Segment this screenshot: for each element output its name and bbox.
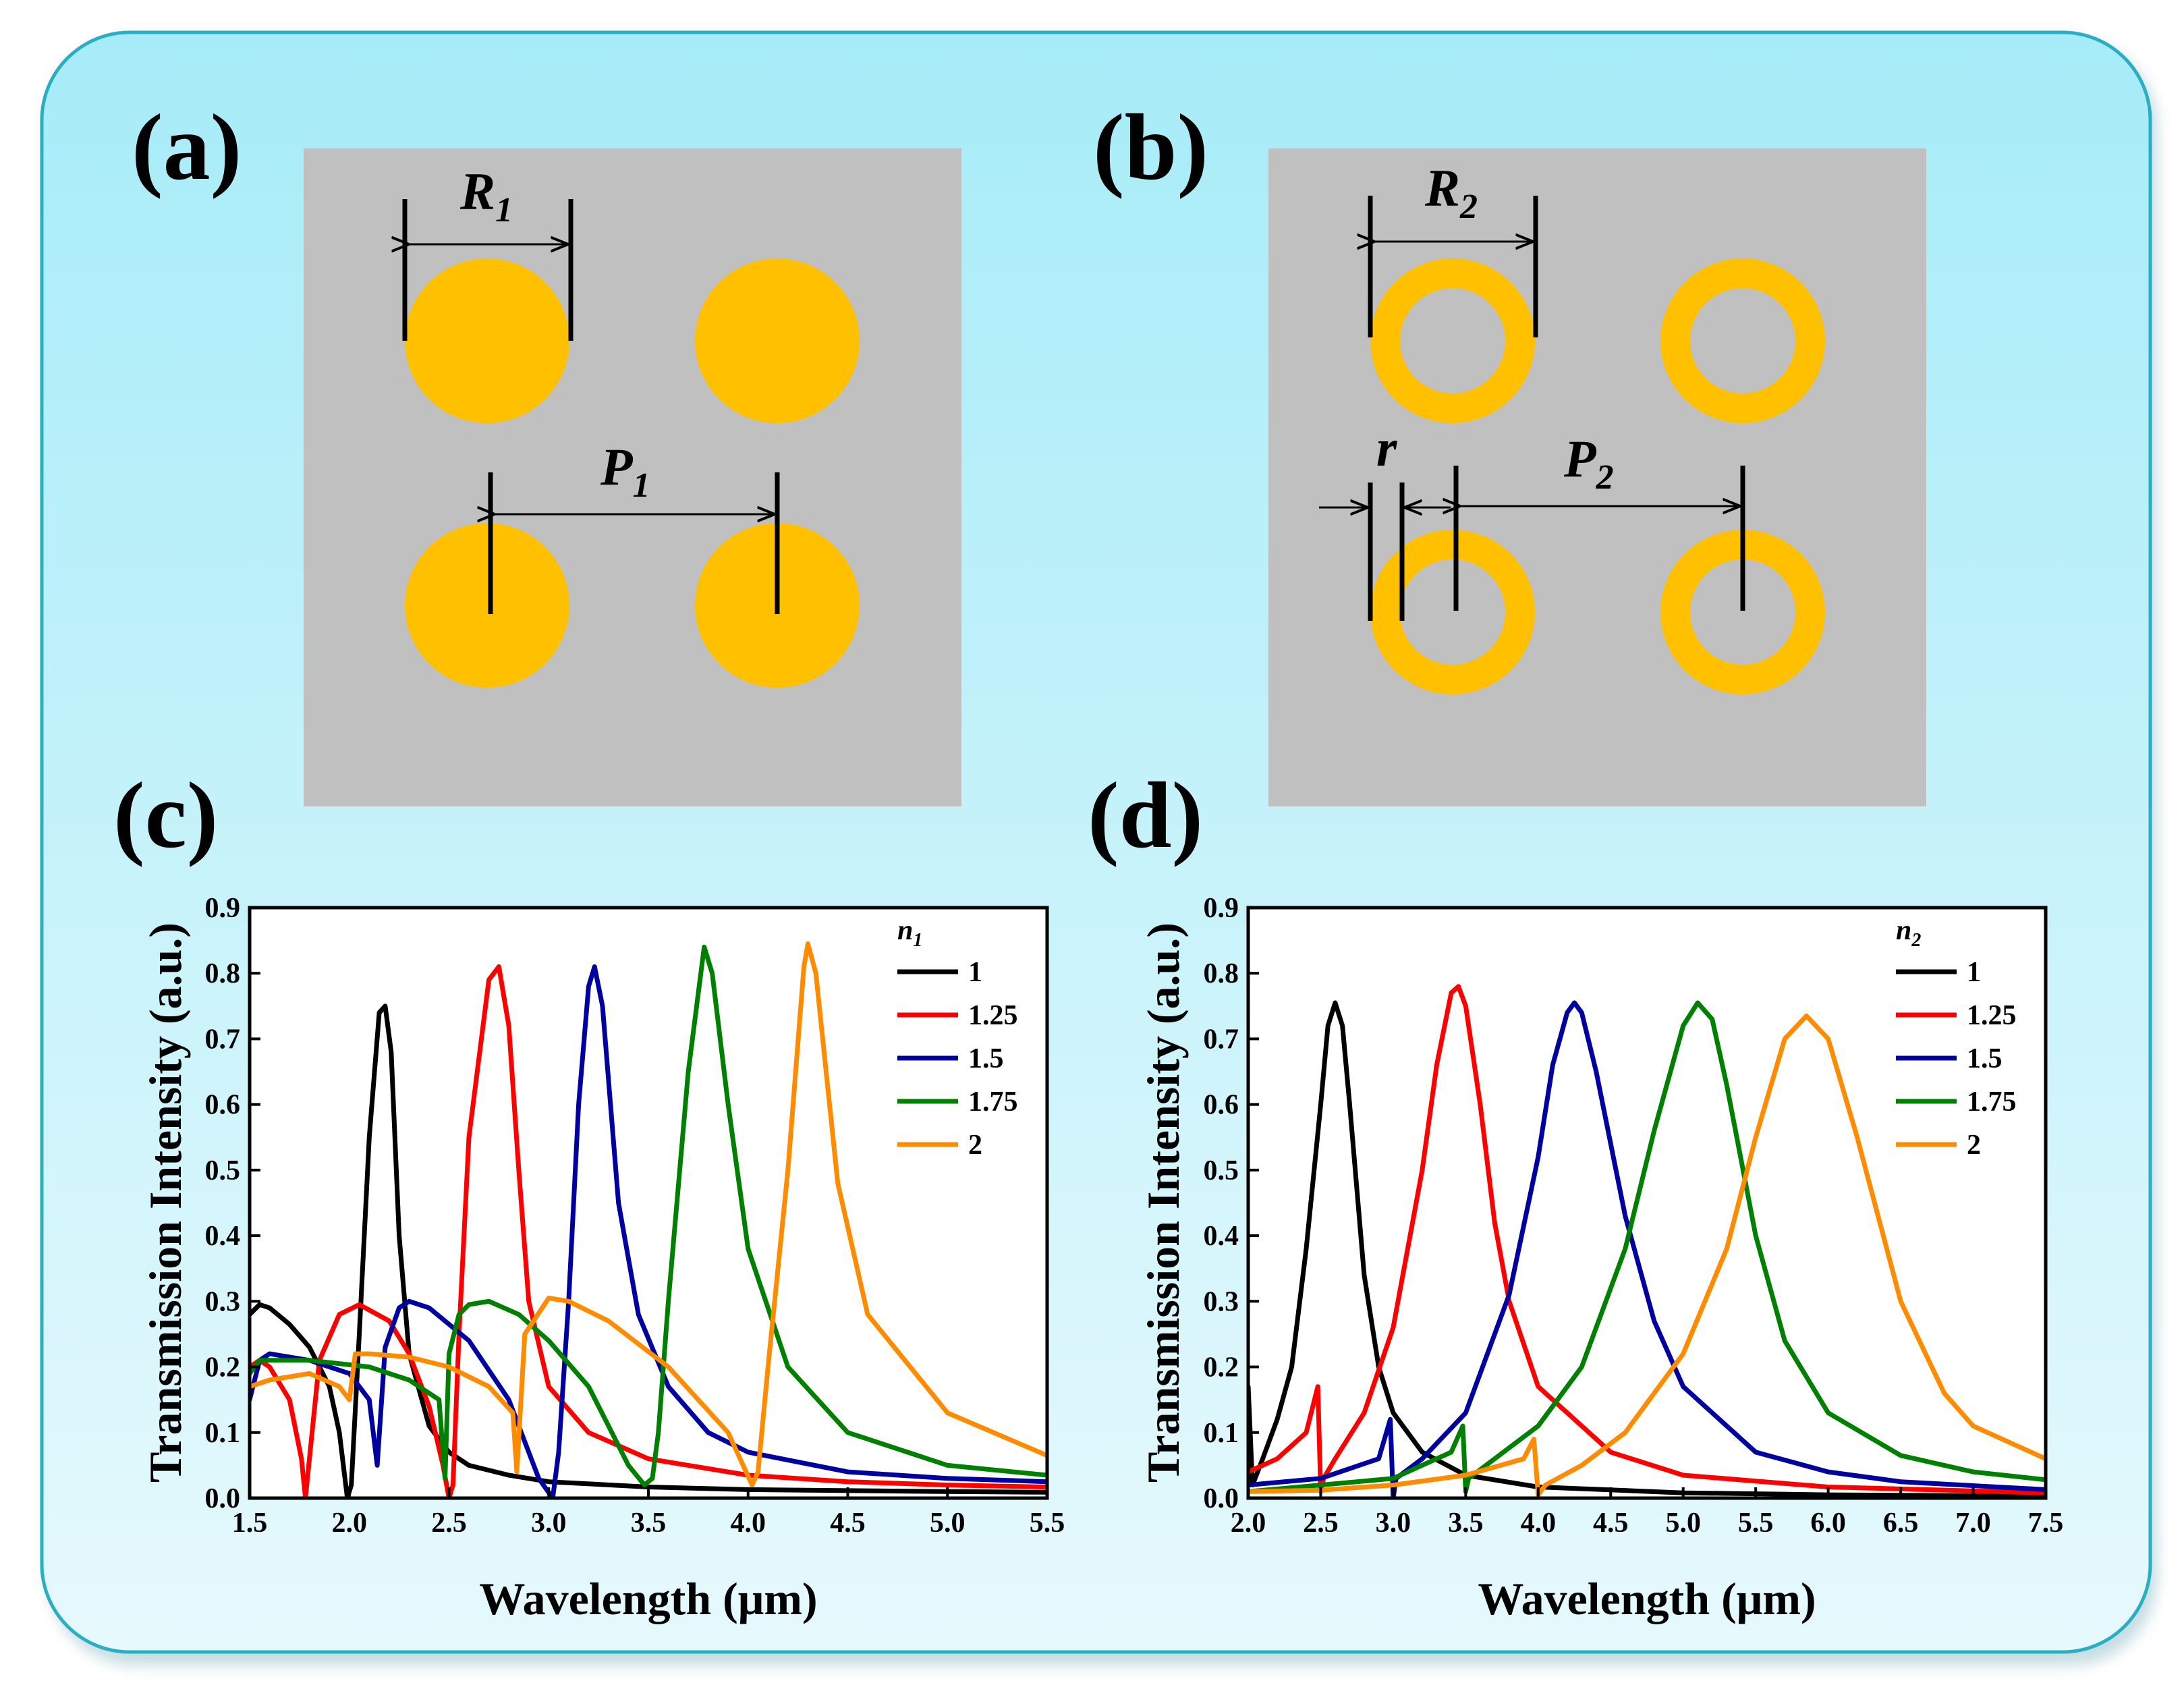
- panel-c-label: (c): [113, 763, 218, 868]
- y-tick-label: 0.6: [205, 1090, 241, 1121]
- chart-c-xlabel: Wavelength (μm): [479, 1573, 817, 1624]
- y-tick-label: 0.9: [205, 893, 241, 924]
- x-tick-label: 4.5: [1593, 1508, 1629, 1539]
- panel-a-substrate: [304, 148, 961, 806]
- x-tick-label: 5.0: [930, 1508, 965, 1539]
- chart-c-legend: n1 1 1.25 1.5 1.75 2: [897, 915, 1018, 1161]
- legend-label: 1.25: [968, 1000, 1018, 1031]
- series-line-2: [250, 941, 1047, 1488]
- x-tick-label: 4.0: [1521, 1508, 1557, 1539]
- panel-d-label: (d): [1088, 763, 1203, 868]
- chart-d-plot-area: [1248, 908, 2046, 1498]
- x-tick-label: 2.0: [332, 1508, 368, 1539]
- series-line-1_75: [250, 944, 1047, 1488]
- y-tick-label: 0.2: [1204, 1352, 1239, 1383]
- chart-d-series-group: [1248, 984, 2046, 1498]
- x-tick-label: 3.0: [1376, 1508, 1411, 1539]
- x-tick-label: 3.5: [631, 1508, 667, 1539]
- y-tick-label: 0.0: [1204, 1483, 1239, 1514]
- chart-d-legend-title: n2: [1896, 915, 1921, 951]
- chart-d-ticks: 2.0 2.5 3.0 3.5 4.0 4.5 5.0 5.5 6.0 6.5 7.0 7.5 0.0 0…: [1204, 893, 2064, 1539]
- chart-d: (d) 2.0 2.5 3.0 3.5 4.0 4.5 5.0 5.5 6.0 6.5 7.0 7.5…: [1088, 763, 2063, 1624]
- y-tick-label: 0.4: [1204, 1221, 1239, 1252]
- y-tick-label: 0.6: [1204, 1090, 1239, 1121]
- panel-b-substrate: [1268, 148, 1926, 806]
- x-tick-label: 3.5: [1448, 1508, 1484, 1539]
- r-label: r: [1376, 418, 1397, 477]
- y-tick-label: 0.9: [1204, 893, 1239, 924]
- panel-b-label: (b): [1093, 95, 1208, 200]
- x-tick-label: 5.5: [1738, 1508, 1774, 1539]
- x-tick-label: 6.0: [1810, 1508, 1846, 1539]
- x-tick-label: 5.5: [1030, 1508, 1065, 1539]
- y-tick-label: 0.3: [205, 1286, 241, 1317]
- series-line-1_25: [250, 964, 1047, 1498]
- p2-label: P2: [1563, 429, 1614, 497]
- ring-bottom-left: [1370, 530, 1535, 694]
- panel-a-label: (a): [132, 95, 242, 200]
- y-tick-label: 0.8: [1204, 958, 1239, 989]
- r1-label: R1: [459, 162, 513, 229]
- p1-label: P1: [600, 437, 650, 505]
- series-line-2: [1248, 1013, 2046, 1497]
- x-tick-label: 2.0: [1231, 1508, 1266, 1539]
- y-tick-label: 0.1: [205, 1418, 241, 1449]
- series-line-1: [1248, 1000, 2046, 1498]
- y-tick-label: 0.5: [1204, 1155, 1239, 1186]
- chart-d-axes-frame: [1246, 906, 2048, 1500]
- chart-d-legend: n2 1 1.25 1.5 1.75 2: [1896, 915, 2017, 1161]
- panel-a: (a) R1 P1: [132, 95, 961, 806]
- chart-c-ticks: 1.5 2.0 2.5 3.0 3.5 4.0 4.5 5.0 5.5 0.0 0.1 0.2 0.3 0…: [205, 893, 1065, 1539]
- legend-label: 1: [1967, 957, 1981, 988]
- disk-top-right: [695, 258, 860, 423]
- series-line-1_5: [250, 964, 1047, 1498]
- y-tick-label: 0.5: [205, 1155, 241, 1186]
- disk-bottom-left: [405, 523, 569, 688]
- ring-top-right: [1660, 258, 1825, 423]
- chart-d-xlabel: Wavelength (μm): [1478, 1573, 1816, 1624]
- legend-label: 1.75: [968, 1086, 1018, 1118]
- x-tick-label: 7.0: [1955, 1508, 1991, 1539]
- y-tick-label: 0.7: [205, 1024, 241, 1055]
- panel-b: (b) R2 r P2: [1093, 95, 1926, 806]
- x-tick-label: 6.5: [1883, 1508, 1919, 1539]
- series-line-1_75: [1248, 1000, 2046, 1494]
- r2-label: R2: [1424, 159, 1478, 226]
- chart-c-ylabel: Transmission Intensity (a.u.): [140, 922, 191, 1483]
- x-tick-label: 3.0: [531, 1508, 567, 1539]
- y-tick-label: 0.2: [205, 1352, 241, 1383]
- legend-label: 1.5: [968, 1043, 1004, 1074]
- series-line-1_25: [1248, 984, 2046, 1495]
- legend-label: 1.5: [1967, 1043, 2003, 1074]
- chart-c: (c) 1.5 2.0 2.5 3.0 3.5 4.0 4.5 5.0 5.5 0.0 0.1 0.2…: [113, 763, 1065, 1624]
- y-tick-label: 0.1: [1204, 1418, 1239, 1449]
- x-tick-label: 2.5: [431, 1508, 467, 1539]
- legend-label: 2: [968, 1130, 982, 1161]
- x-tick-label: 2.5: [1303, 1508, 1339, 1539]
- legend-label: 1.25: [1967, 1000, 2017, 1031]
- ring-top-left: [1370, 258, 1535, 423]
- chart-c-legend-title: n1: [897, 915, 922, 951]
- series-line-1: [250, 1003, 1047, 1498]
- y-tick-label: 0.7: [1204, 1024, 1239, 1055]
- x-tick-label: 1.5: [232, 1508, 268, 1539]
- x-tick-label: 4.0: [731, 1508, 766, 1539]
- y-tick-label: 0.0: [205, 1483, 241, 1514]
- y-tick-label: 0.8: [205, 958, 241, 989]
- chart-d-ylabel: Transmission Intensity (a.u.): [1138, 922, 1189, 1483]
- legend-label: 1.75: [1967, 1086, 2017, 1118]
- x-tick-label: 5.0: [1665, 1508, 1701, 1539]
- series-line-1_5: [1248, 1000, 2046, 1498]
- y-tick-label: 0.4: [205, 1221, 241, 1252]
- legend-label: 1: [968, 957, 982, 988]
- y-tick-label: 0.3: [1204, 1286, 1239, 1317]
- chart-c-series-group: [250, 941, 1047, 1498]
- x-tick-label: 7.5: [2028, 1508, 2064, 1539]
- legend-label: 2: [1967, 1130, 1981, 1161]
- x-tick-label: 4.5: [830, 1508, 866, 1539]
- disk-top-left: [405, 258, 569, 423]
